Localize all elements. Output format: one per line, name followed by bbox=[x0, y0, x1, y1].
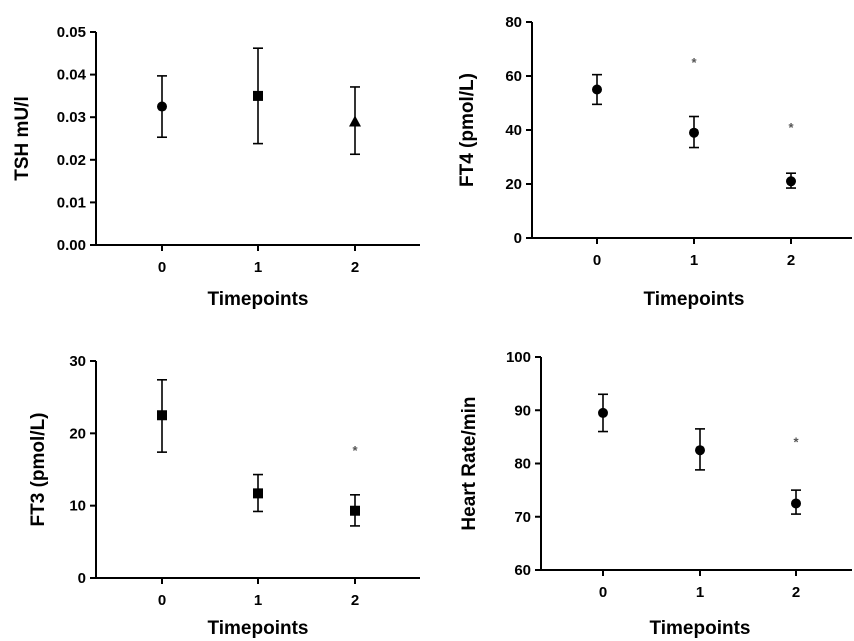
ft3-point bbox=[157, 410, 167, 421]
ft3-ytick-label: 20 bbox=[69, 425, 86, 442]
tsh-point bbox=[157, 101, 167, 112]
ft3-point bbox=[350, 505, 360, 516]
heart-rate-point bbox=[695, 445, 705, 456]
heart-rate-ytick-label: 100 bbox=[506, 349, 531, 366]
ft3-significance-mark: * bbox=[352, 443, 358, 458]
tsh-ytick-label: 0.02 bbox=[57, 152, 86, 169]
heart-rate-xtick-label: 1 bbox=[696, 584, 704, 601]
ft3-xtick-label: 1 bbox=[254, 592, 262, 609]
tsh-panel: TSH mU/l Timepoints 0.00 0.01 0.02 0.03 0.04… bbox=[12, 24, 420, 310]
tsh-point bbox=[349, 115, 361, 127]
ft4-xlabel: Timepoints bbox=[644, 289, 745, 310]
heart-rate-xlabel: Timepoints bbox=[650, 618, 751, 639]
heart-rate-ylabel: Heart Rate/min bbox=[459, 396, 480, 530]
tsh-ytick-label: 0.03 bbox=[57, 109, 86, 126]
heart-rate-ytick-label: 70 bbox=[514, 509, 531, 526]
tsh-ytick-label: 0.05 bbox=[57, 24, 86, 41]
ft3-ylabel: FT3 (pmol/L) bbox=[28, 413, 49, 527]
ft4-point bbox=[786, 176, 796, 187]
ft3-xlabel: Timepoints bbox=[208, 618, 309, 639]
ft4-ytick-label: 80 bbox=[505, 14, 522, 31]
ft4-ytick-label: 20 bbox=[505, 176, 522, 193]
heart-rate-significance-mark: * bbox=[793, 435, 799, 450]
ft4-ylabel: FT4 (pmol/L) bbox=[457, 73, 478, 187]
tsh-ylabel: TSH mU/l bbox=[12, 96, 33, 180]
ft4-ytick-label: 0 bbox=[514, 230, 522, 247]
ft3-panel: FT3 (pmol/L) Timepoints 0 10 20 30 0 1 2 * bbox=[28, 353, 420, 639]
ft4-point bbox=[592, 84, 602, 95]
tsh-ytick-label: 0.00 bbox=[57, 237, 86, 254]
ft3-ytick-label: 10 bbox=[69, 498, 86, 515]
ft4-panel: FT4 (pmol/L) Timepoints 0 20 40 60 80 0 1 2 * * bbox=[457, 14, 852, 310]
heart-rate-point bbox=[791, 498, 801, 509]
ft4-ytick-label: 40 bbox=[505, 122, 522, 139]
ft3-ytick-label: 30 bbox=[69, 353, 86, 370]
ft4-xtick-label: 2 bbox=[787, 252, 795, 269]
ft4-xtick-label: 0 bbox=[593, 252, 601, 269]
heart-rate-ytick-label: 80 bbox=[514, 456, 531, 473]
tsh-ytick-label: 0.01 bbox=[57, 194, 86, 211]
ft4-xtick-label: 1 bbox=[690, 252, 698, 269]
tsh-point bbox=[253, 90, 263, 101]
ft3-xtick-label: 0 bbox=[158, 592, 166, 609]
heart-rate-panel: Heart Rate/min Timepoints 60 70 80 90 100 0 1 2… bbox=[459, 349, 852, 639]
heart-rate-point bbox=[598, 407, 608, 418]
heart-rate-ytick-label: 90 bbox=[514, 402, 531, 419]
ft3-ytick-label: 0 bbox=[78, 570, 86, 587]
ft3-xtick-label: 2 bbox=[351, 592, 359, 609]
heart-rate-xtick-label: 2 bbox=[792, 584, 800, 601]
ft4-significance-mark: * bbox=[788, 120, 794, 135]
ft4-ytick-label: 60 bbox=[505, 68, 522, 85]
ft4-significance-mark: * bbox=[691, 55, 697, 70]
tsh-ytick-label: 0.04 bbox=[57, 67, 87, 84]
tsh-xtick-label: 0 bbox=[158, 259, 166, 276]
ft3-point bbox=[253, 488, 263, 499]
tsh-xtick-label: 2 bbox=[351, 259, 359, 276]
ft4-point bbox=[689, 127, 699, 138]
tsh-xlabel: Timepoints bbox=[208, 289, 309, 310]
tsh-xtick-label: 1 bbox=[254, 259, 262, 276]
heart-rate-ytick-label: 60 bbox=[514, 562, 531, 579]
heart-rate-xtick-label: 0 bbox=[599, 584, 607, 601]
